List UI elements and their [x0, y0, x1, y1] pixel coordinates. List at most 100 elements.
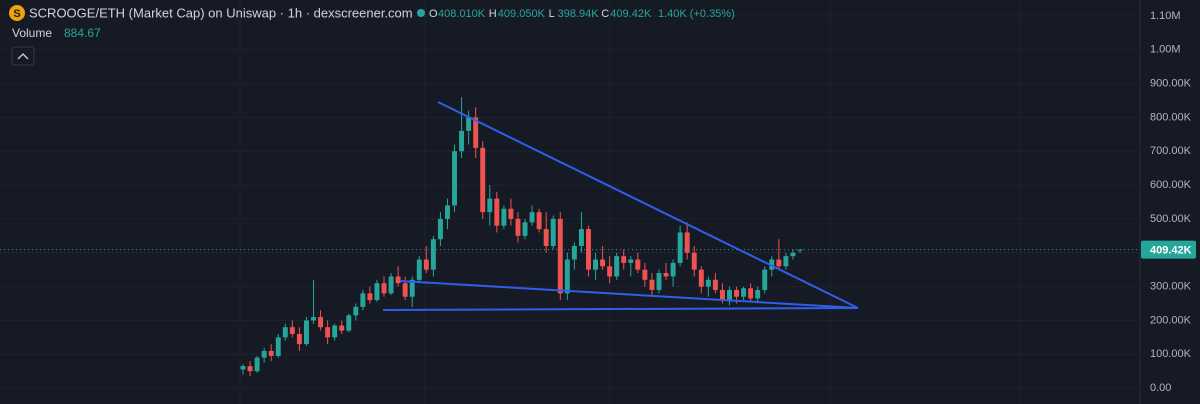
trend-line [437, 101, 859, 309]
candle-body [557, 218, 563, 294]
candle-body [719, 289, 725, 301]
candle-body [790, 252, 796, 257]
candle-body [388, 276, 394, 294]
candle-body [247, 366, 253, 372]
candle-body [402, 283, 408, 297]
ohlc-key: H [489, 8, 497, 20]
candle-body [240, 366, 246, 370]
y-tick-label: 100.00K [1150, 348, 1192, 360]
token-logo [9, 5, 25, 21]
candle-body [311, 317, 316, 321]
candle-body [614, 256, 620, 277]
collapse-button[interactable] [11, 46, 35, 66]
trend-line [382, 307, 859, 311]
candle-body [734, 289, 740, 297]
y-tick-label: 200.00K [1150, 314, 1192, 326]
candle-body [571, 245, 577, 260]
ohlc-value: 408.010K [438, 8, 486, 20]
candle-body [522, 222, 528, 236]
candle-body [339, 325, 345, 331]
candle-body [515, 218, 521, 236]
candle-body [289, 327, 295, 334]
candle-body [656, 273, 662, 290]
candle-body [430, 239, 436, 270]
candle-body [374, 283, 380, 301]
candle-body [536, 212, 542, 230]
collapse-icon [17, 53, 29, 60]
volume-label: Volume [12, 26, 52, 40]
ohlc-value: 398.94K [558, 8, 600, 20]
candle-body [677, 232, 683, 263]
candle-body [741, 288, 747, 297]
candle-body [360, 293, 366, 307]
candle-body [437, 218, 443, 240]
y-tick-label: 800.00K [1150, 111, 1192, 123]
candle-body [318, 317, 324, 328]
candle-body [367, 293, 373, 301]
candle-body [748, 288, 754, 299]
last-price-tag [1141, 240, 1196, 259]
candle-body [593, 259, 598, 270]
ohlc-readout: O 408.010K H 409.050K L 398.94K C 409.42K 1.40K … [429, 8, 735, 20]
last-price-label: 409.42K [1150, 244, 1192, 256]
candle-body [254, 357, 260, 372]
candle-body [261, 350, 267, 358]
trend-line [399, 280, 859, 309]
candle-body [494, 198, 500, 226]
status-dot [417, 9, 425, 17]
candle-body [473, 117, 479, 148]
candle-body [621, 256, 627, 263]
vertical-grid [239, 0, 1021, 404]
candle-body [409, 279, 415, 297]
candle-body [705, 279, 711, 287]
candle-body [755, 289, 761, 299]
candle-body [325, 327, 331, 338]
candle-body [712, 279, 718, 290]
candle-body [684, 232, 690, 253]
y-tick-label: 0.00 [1150, 382, 1171, 394]
candle-body [670, 262, 676, 277]
candle-body [776, 259, 782, 267]
candle-body [466, 117, 472, 131]
candle-body [296, 333, 302, 345]
candle-body [550, 218, 556, 246]
candle-body [635, 259, 641, 270]
token-logo-letter: S [13, 8, 20, 20]
y-tick-label: 900.00K [1150, 77, 1192, 89]
candle-body [628, 259, 634, 263]
trend-lines [382, 101, 859, 311]
candle-body [578, 229, 584, 246]
candle-body [452, 151, 457, 206]
candle-body [282, 327, 288, 338]
candle-body [663, 273, 669, 277]
ohlc-value: 409.050K [498, 8, 546, 20]
candle-body [769, 259, 775, 270]
candle-body [529, 212, 535, 223]
candle-body [480, 147, 486, 213]
y-tick-label: 600.00K [1150, 179, 1192, 191]
candle-body [543, 229, 549, 246]
chart-title: SCROOGE/ETH (Market Cap) on Uniswap · 1h… [29, 5, 413, 20]
candle-body [691, 252, 697, 270]
candle-body [783, 256, 789, 267]
candle-body [332, 325, 338, 338]
candle-body [564, 259, 570, 294]
y-tick-label: 300.00K [1150, 280, 1192, 292]
plot-area [0, 15, 1140, 389]
ohlc-value: 409.42K [610, 8, 652, 20]
candle-body [487, 198, 493, 213]
ohlc-key: O [429, 8, 438, 20]
candle-body [727, 289, 732, 301]
volume-value: 884.67 [64, 26, 101, 40]
y-tick-label: 1.00M [1150, 44, 1181, 56]
candle-body [698, 269, 704, 287]
ohlc-key: C [601, 8, 609, 20]
candle-body [649, 279, 655, 290]
ohlc-key: L [549, 8, 555, 20]
candle-body [642, 269, 648, 280]
candle-body [346, 315, 352, 331]
ohlc-change: 1.40K (+0.35%) [658, 8, 735, 20]
candle-body [423, 259, 429, 270]
